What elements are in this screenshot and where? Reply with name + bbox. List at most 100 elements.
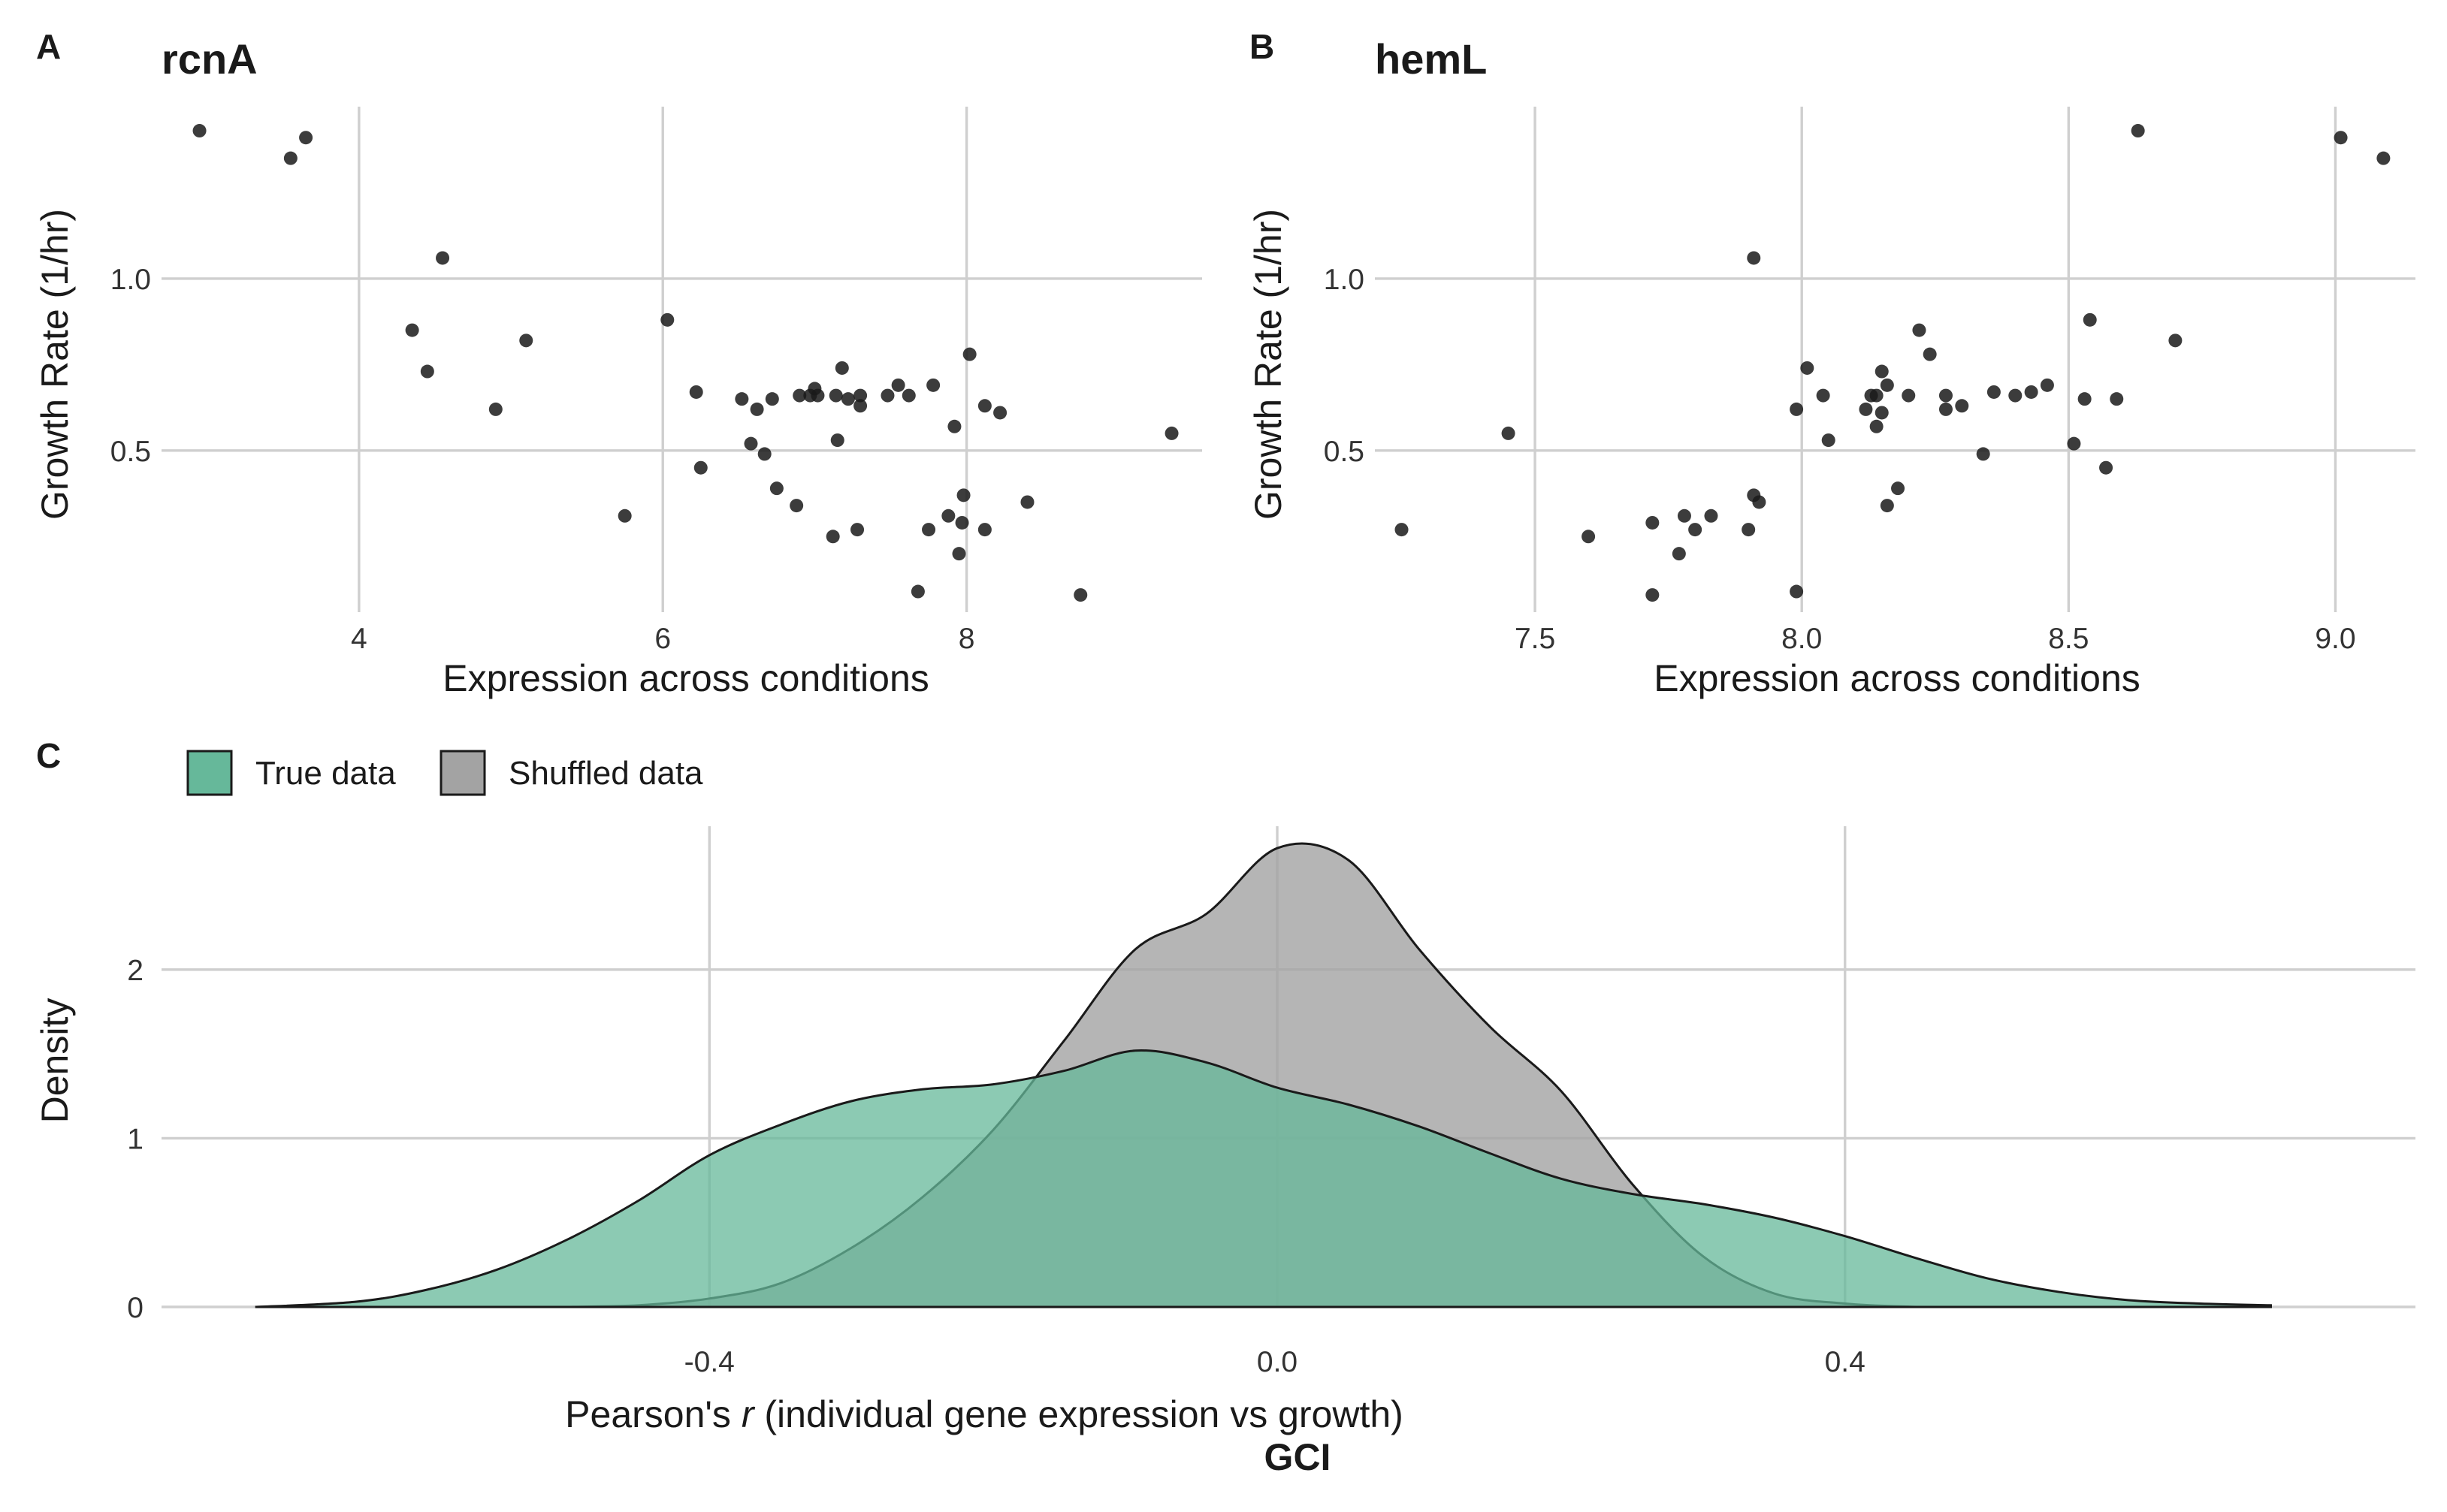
panel-c-y-tick-label: 0 [127,1292,143,1324]
panel-a-data-point [790,499,804,513]
panel-b-data-point [2376,151,2391,165]
density-true-data [255,1049,2272,1308]
panel-a-x-tick-label: 8 [959,623,975,655]
panel-c: C True data Shuffled data -0.4 0.0 0.4 0 1 2… [34,736,2415,1478]
panel-b-x-tick-label: 8.0 [1781,623,1822,655]
panel-c-footer-label: GCI [1264,1436,1331,1478]
panel-b-data-point [1752,495,1766,509]
panel-b-x-tick-label: 8.5 [2048,623,2089,655]
panel-a-points [192,124,1179,602]
panel-a-data-point [750,402,764,416]
panel-a-data-point [977,523,992,537]
panel-a-data-point [947,419,962,433]
panel-a-data-point [891,378,905,392]
panel-c-x-label-prefix: Pearson's [565,1393,742,1435]
panel-b-data-point [1880,378,1894,392]
panel-b-data-point [1880,499,1894,513]
panel-b-data-point [1869,388,1884,403]
panel-b-data-point [2168,333,2183,348]
panel-b-data-point [1976,447,1990,461]
panel-b-x-tick-label: 7.5 [1515,623,1555,655]
panel-a-data-point [618,509,632,523]
panel-b-data-point [1394,523,1409,537]
panel-b-data-point [1938,388,1953,403]
panel-a-title: rcnA [162,35,258,83]
panel-a-data-point [299,131,313,145]
panel-a-data-point [765,392,779,406]
panel-b-y-tick-label: 1.0 [1324,264,1364,296]
panel-b-data-point [1581,530,1596,544]
panel-b-grid [1375,107,2415,612]
panel-b-y-ticks: 0.5 1.0 [1324,264,1364,468]
panel-b-data-point [2110,392,2124,406]
panel-b-data-point [2099,460,2113,475]
panel-a-grid [162,107,1202,612]
panel-a-data-point [436,251,450,265]
panel-a-data-point [962,347,977,361]
panel-a-data-point [192,124,207,138]
panel-b-points [1394,124,2391,602]
panel-a-y-label: Growth Rate (1/hr) [34,209,76,520]
panel-a-x-tick-label: 6 [654,623,671,655]
panel-a-data-point [769,481,784,496]
panel-b-data-point [1902,388,1916,403]
panel-a-data-point [829,388,843,403]
panel-b-data-point [1790,402,1804,416]
panel-a-data-point [956,488,971,502]
panel-c-densities [255,842,2272,1308]
panel-b-y-tick-label: 0.5 [1324,436,1364,468]
panel-b-data-point [2067,436,2081,451]
panel-a-data-point [952,547,966,561]
panel-a-data-point [735,392,749,406]
panel-b-data-point [2024,385,2038,399]
panel-c-x-label: Pearson's r (individual gene expression … [565,1393,1403,1435]
panel-a-y-ticks: 0.5 1.0 [110,264,151,468]
panel-b-data-point [1859,402,1873,416]
panel-a-data-point [941,509,956,523]
panel-b: B hemL 7.5 8.0 8.5 9.0 0.5 1.0 Expression ac… [1247,27,2415,699]
panel-a-data-point [1074,588,1088,602]
panel-c-x-label-r: r [742,1393,756,1435]
panel-b-y-label: Growth Rate (1/hr) [1247,209,1289,520]
panel-b-data-point [2334,131,2348,145]
panel-c-y-label: Density [34,998,76,1124]
panel-b-data-point [1869,419,1884,433]
panel-a-data-point [850,523,865,537]
panel-b-x-label: Expression across conditions [1654,657,2140,699]
panel-a-data-point [689,385,703,399]
panel-a-data-point [757,447,772,461]
panel-b-x-tick-label: 9.0 [2315,623,2355,655]
panel-a-data-point [1165,426,1179,440]
panel-b-data-point [1938,402,1953,416]
panel-b-data-point [1891,481,1905,496]
panel-b-data-point [1821,433,1835,448]
panel-a-data-point [660,312,675,327]
panel-c-y-tick-label: 2 [127,955,143,987]
legend-shuffled-label: Shuffled data [509,755,703,792]
panel-a-x-tick-label: 4 [351,623,367,655]
panel-a-data-point [793,388,807,403]
panel-c-y-ticks: 0 1 2 [127,955,143,1324]
panel-b-data-point [1672,547,1686,561]
panel-b-data-point [1923,347,1937,361]
panel-c-x-tick-label: 0.0 [1257,1346,1298,1378]
panel-a-data-point [911,584,925,599]
panel-c-y-tick-label: 1 [127,1123,143,1155]
panel-b-data-point [2008,388,2023,403]
panel-a: A rcnA 4 6 8 0.5 1.0 Expression across cond… [34,27,1202,699]
legend-shuffled-swatch [440,750,486,796]
panel-c-tag: C [36,736,61,775]
panel-a-data-point [405,323,419,337]
panel-a-data-point [1020,495,1035,509]
panel-b-data-point [1912,323,1926,337]
panel-c-x-label-suffix: (individual gene expression vs growth) [754,1393,1403,1435]
panel-a-x-label: Expression across conditions [443,657,929,699]
panel-a-data-point [993,406,1007,420]
panel-a-data-point [922,523,936,537]
panel-a-y-tick-label: 0.5 [110,436,151,468]
panel-b-data-point [2083,312,2097,327]
panel-c-x-tick-label: -0.4 [684,1346,735,1378]
panel-b-data-point [1875,406,1889,420]
panel-a-data-point [853,399,868,413]
